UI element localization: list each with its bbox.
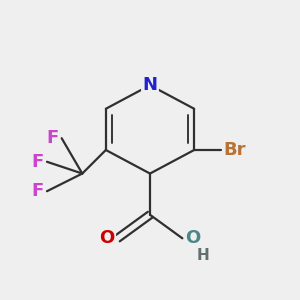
Text: O: O bbox=[99, 229, 115, 247]
Text: F: F bbox=[32, 182, 44, 200]
Text: Br: Br bbox=[224, 141, 246, 159]
Text: N: N bbox=[142, 76, 158, 94]
Text: H: H bbox=[196, 248, 209, 263]
Text: F: F bbox=[46, 129, 59, 147]
Text: O: O bbox=[185, 229, 201, 247]
Text: F: F bbox=[32, 153, 44, 171]
